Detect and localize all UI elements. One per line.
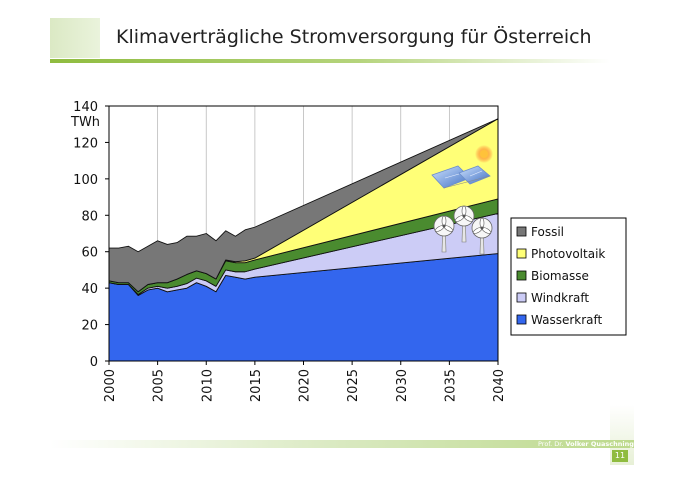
y-tick-label: 40 xyxy=(81,282,98,297)
author-prefix: Prof. Dr. xyxy=(538,440,564,448)
x-tick-label: 2030 xyxy=(395,369,410,402)
legend-box xyxy=(510,217,627,336)
area-fossil xyxy=(108,118,499,293)
x-axis: 2000 2005 2010 2015 2020 2025 2030 2035 2040 xyxy=(103,361,507,402)
y-tick-label: 60 xyxy=(81,246,98,261)
legend-swatch xyxy=(516,226,527,237)
solar-panel-icon xyxy=(431,145,493,189)
x-tick-label: 2015 xyxy=(249,369,264,402)
y-axis: 0 20 40 60 80 100 120 140 xyxy=(73,100,109,370)
legend-label: Windkraft xyxy=(531,291,589,305)
stacked-areas xyxy=(108,105,499,362)
legend-label: Fossil xyxy=(531,225,564,239)
y-tick-label: 80 xyxy=(81,209,98,224)
x-tick-label: 2000 xyxy=(103,369,118,402)
wind-turbine-icon xyxy=(433,205,493,255)
legend-swatch xyxy=(516,248,527,259)
y-tick-label: 20 xyxy=(81,319,98,334)
legend-label: Photovoltaik xyxy=(531,247,605,261)
slide-title: Klimaverträgliche Stromversorgung für Ös… xyxy=(116,26,592,48)
x-tick-label: 2005 xyxy=(152,369,167,402)
y-tick-label: 140 xyxy=(73,100,98,115)
legend-label: Biomasse xyxy=(531,269,589,283)
footer-rule xyxy=(50,440,634,448)
y-tick-label: 120 xyxy=(73,136,98,151)
page-number: 11 xyxy=(612,450,628,462)
title-accent-block xyxy=(50,18,100,58)
x-tick-label: 2040 xyxy=(492,369,507,402)
title-rule xyxy=(50,59,610,63)
x-tick-label: 2010 xyxy=(200,369,215,402)
legend: Fossil Photovoltaik Biomasse Windkraft Wasse… xyxy=(510,217,627,336)
y-tick-label: 100 xyxy=(73,173,98,188)
y-axis-label: TWh xyxy=(70,115,100,130)
legend-swatch xyxy=(516,314,527,325)
author-name: Volker Quaschning xyxy=(565,440,634,448)
x-tick-label: 2025 xyxy=(346,369,361,402)
legend-label: Wasserkraft xyxy=(531,313,603,327)
legend-swatch xyxy=(516,270,527,281)
x-tick-label: 2020 xyxy=(298,369,313,402)
author-credit: Prof. Dr. Volker Quaschning xyxy=(538,440,634,449)
y-tick-label: 0 xyxy=(90,355,98,370)
legend-swatch xyxy=(516,292,527,303)
x-tick-label: 2035 xyxy=(443,369,458,402)
